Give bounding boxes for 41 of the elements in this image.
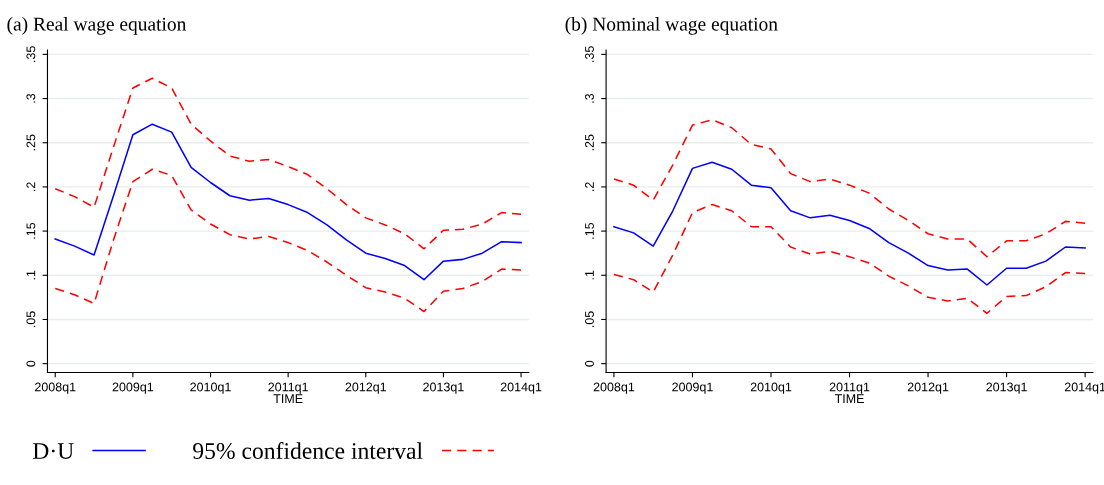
x-tick-label: 2012q1 (345, 382, 387, 394)
y-tick-label: .15 (26, 222, 36, 239)
x-tick-label: 2009q1 (112, 382, 154, 394)
y-tick-label: .3 (585, 93, 594, 103)
x-axis-title: TIME (834, 394, 864, 403)
y-tick-label: .05 (26, 311, 36, 328)
y-tick-label: 0 (26, 360, 36, 367)
x-tick-label: 2008q1 (35, 382, 76, 394)
legend-label: 95% confidence interval (193, 442, 423, 460)
x-tick-label: 2013q1 (423, 382, 464, 394)
x-tick-label: 2010q1 (190, 382, 231, 394)
line-series (54, 77, 522, 250)
x-tick-label: 2009q1 (672, 382, 713, 394)
line-series (54, 123, 522, 281)
y-tick-label: .05 (585, 311, 594, 328)
x-tick-label: 2011q1 (829, 382, 870, 394)
line-series (54, 168, 522, 313)
x-tick-label: 2013q1 (986, 382, 1027, 394)
y-tick-label: .25 (585, 134, 594, 151)
x-tick-label: 2014q1 (500, 382, 542, 394)
line-series (613, 118, 1086, 258)
y-tick-label: .2 (585, 182, 594, 191)
y-tick-label: .35 (585, 46, 594, 62)
y-tick-label: 0 (585, 360, 594, 367)
line-series (613, 203, 1086, 315)
legend-label: D·U (32, 443, 74, 459)
x-tick-label: 2010q1 (750, 382, 792, 394)
line-series (613, 161, 1086, 286)
y-tick-label: .15 (585, 222, 594, 239)
chart-title: (a) Real wage equation (7, 17, 187, 35)
x-tick-label: 2012q1 (907, 382, 949, 394)
y-tick-label: .25 (26, 134, 36, 151)
y-tick-label: .2 (26, 182, 36, 191)
x-axis-title: TIME (273, 394, 303, 403)
chart-title: (b) Nominal wage equation (565, 17, 778, 35)
y-tick-label: .1 (585, 270, 594, 280)
x-tick-label: 2011q1 (268, 382, 308, 394)
y-tick-label: .1 (26, 270, 36, 280)
y-tick-label: .35 (26, 46, 36, 62)
y-tick-label: .3 (26, 93, 36, 103)
x-tick-label: 2008q1 (593, 382, 635, 394)
